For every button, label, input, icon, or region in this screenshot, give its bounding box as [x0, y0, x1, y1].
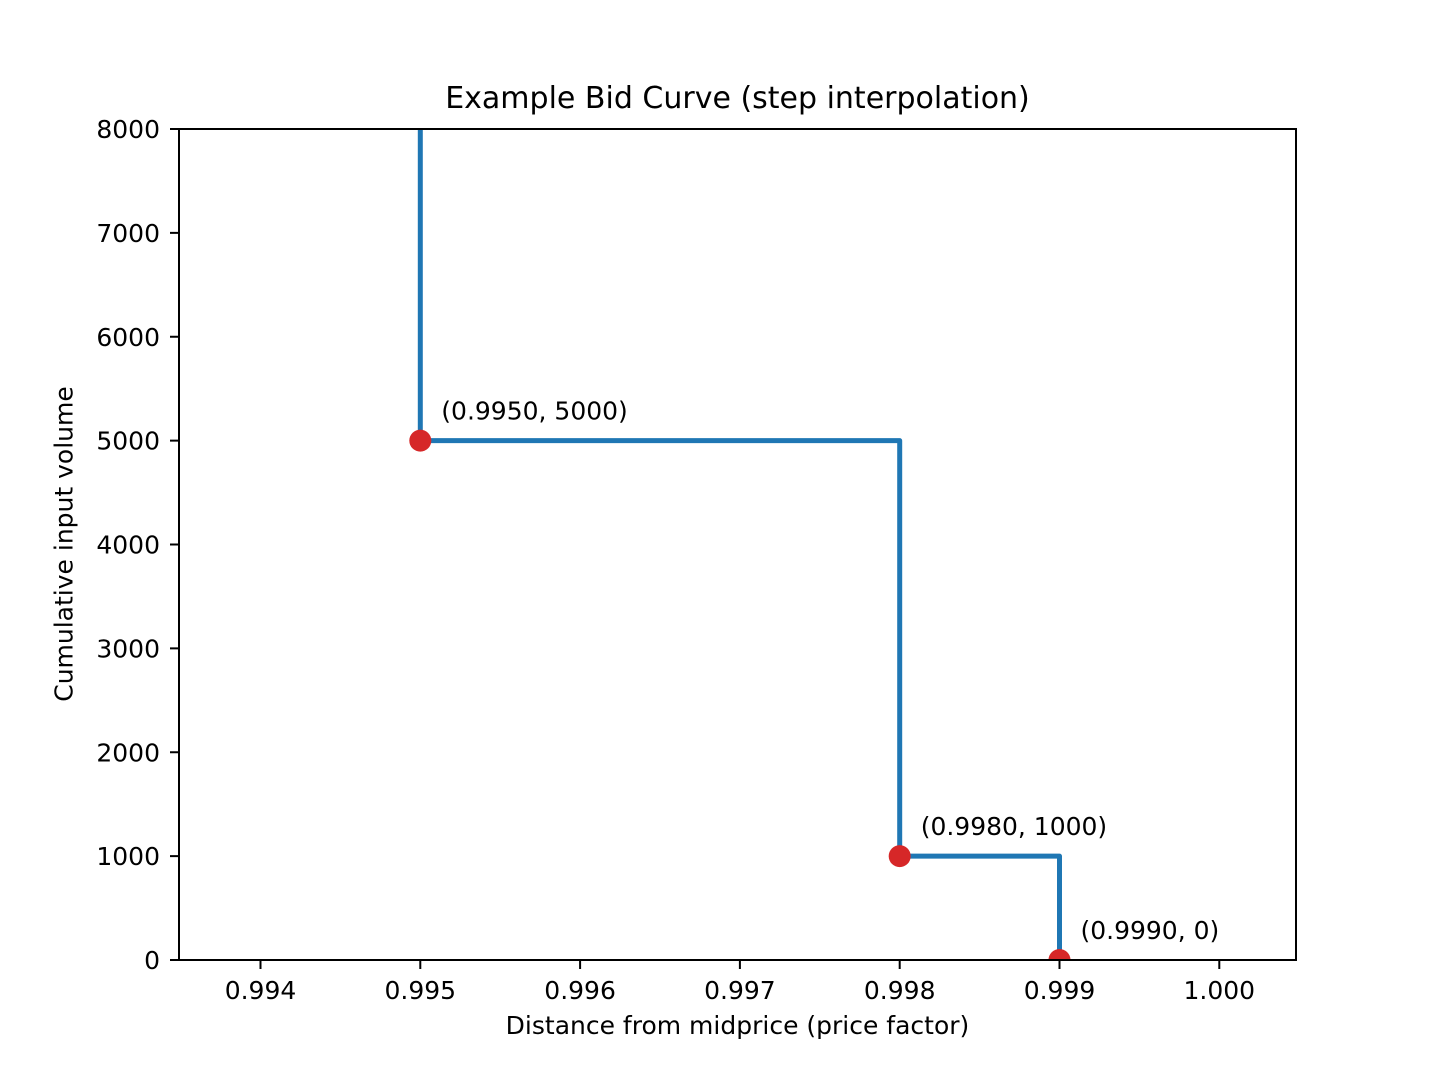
x-tick-label: 0.995 [385, 976, 457, 1005]
x-tick-label: 0.998 [864, 976, 936, 1005]
y-tick-label: 8000 [96, 115, 160, 144]
annotation-label: (0.9980, 1000) [921, 812, 1108, 841]
annotation-label: (0.9990, 0) [1080, 916, 1219, 945]
y-tick-label: 1000 [96, 842, 160, 871]
y-tick-label: 2000 [96, 738, 160, 767]
x-tick-label: 0.994 [225, 976, 297, 1005]
y-tick-label: 3000 [96, 634, 160, 663]
step-curve-line [417, 129, 1062, 960]
y-tick-label: 6000 [96, 323, 160, 352]
plot-border [178, 128, 1297, 961]
annotation-label: (0.9950, 5000) [441, 397, 628, 426]
y-tick-label: 0 [144, 946, 160, 975]
x-tick-label: 1.000 [1184, 976, 1256, 1005]
x-tick-label: 0.997 [704, 976, 776, 1005]
x-axis-label: Distance from midprice (price factor) [505, 1011, 970, 1040]
y-tick-label: 4000 [96, 531, 160, 560]
chart-title: Example Bid Curve (step interpolation) [445, 81, 1030, 116]
y-tick-label: 5000 [96, 427, 160, 456]
y-tick-label: 7000 [96, 219, 160, 248]
data-point-marker [409, 429, 432, 452]
data-point-marker [888, 845, 911, 868]
x-tick-label: 0.996 [544, 976, 616, 1005]
x-tick-label: 0.999 [1024, 976, 1096, 1005]
data-point-marker [1048, 949, 1071, 960]
